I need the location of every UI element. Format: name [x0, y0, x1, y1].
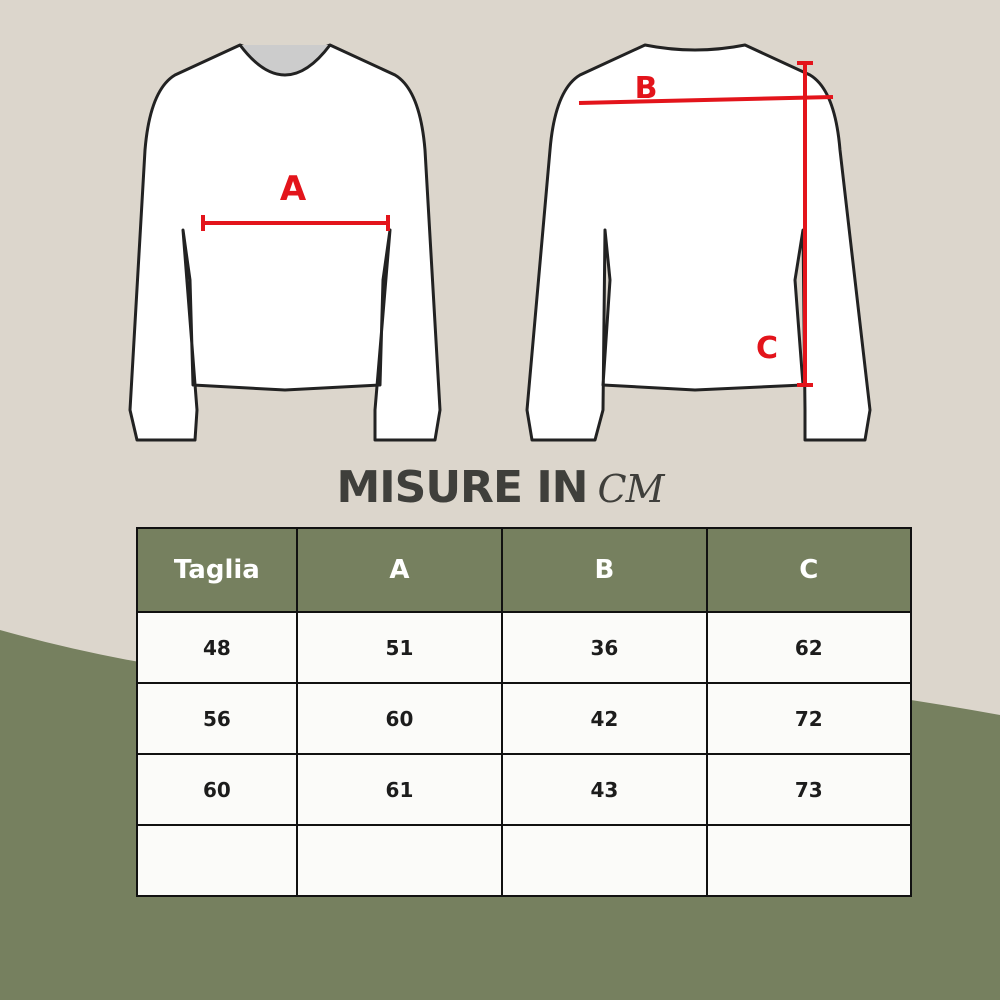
cell	[295, 824, 504, 897]
label-a: A	[280, 169, 307, 209]
cell: 42	[501, 682, 708, 755]
back-shirt-illustration: B C	[525, 43, 872, 442]
table-header-row: Taglia A B C	[136, 527, 913, 613]
header-b: B	[501, 527, 708, 613]
cell: 36	[501, 611, 708, 684]
front-shirt-illustration: A	[128, 43, 442, 442]
size-table: Taglia A B C 48 51 36 62 56 60 42 72 60 61 43 73	[136, 527, 913, 897]
cell: 72	[705, 682, 913, 755]
cell	[705, 824, 913, 897]
title-main: MISURE IN	[336, 462, 588, 513]
cell: 51	[295, 611, 504, 684]
cell: 60	[136, 753, 298, 826]
label-c: C	[756, 331, 778, 366]
title-unit: CM	[597, 467, 665, 511]
cell: 73	[705, 753, 913, 826]
label-b: B	[635, 71, 658, 106]
header-a: A	[295, 527, 504, 613]
table-row: 60 61 43 73	[136, 753, 913, 826]
header-taglia: Taglia	[136, 527, 298, 613]
table-row: 56 60 42 72	[136, 682, 913, 755]
cell: 43	[501, 753, 708, 826]
cell: 60	[295, 682, 504, 755]
cell: 61	[295, 753, 504, 826]
cell	[501, 824, 708, 897]
cell: 62	[705, 611, 913, 684]
cell: 48	[136, 611, 298, 684]
cell	[136, 824, 298, 897]
table-row: 48 51 36 62	[136, 611, 913, 684]
table-row-empty	[136, 824, 913, 897]
page-title: MISURE IN CM	[0, 462, 1000, 513]
header-c: C	[705, 527, 913, 613]
cell: 56	[136, 682, 298, 755]
